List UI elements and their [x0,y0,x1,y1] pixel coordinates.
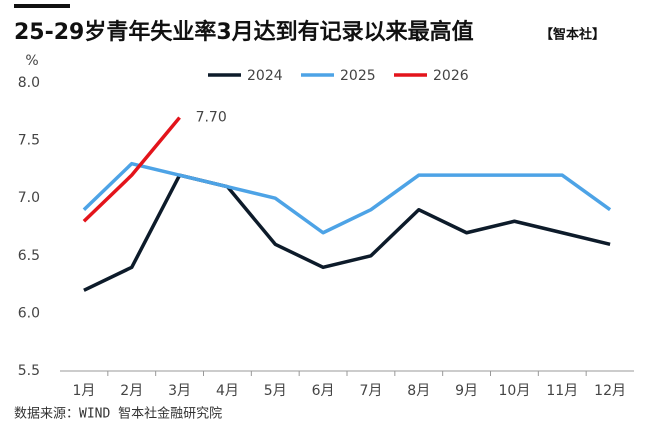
legend-label: 2024 [247,68,283,84]
x-tick-label: 10月 [499,383,531,399]
y-tick-label: 8.0 [18,75,40,91]
series-line [82,116,181,223]
y-tick-label: 6.0 [18,305,40,321]
y-tick-label: 7.5 [18,133,40,149]
data-label: 7.70 [196,110,227,126]
legend-label: 2026 [433,68,469,84]
legend-label: 2025 [340,68,376,84]
y-tick-label: 6.5 [18,248,40,264]
x-tick-label: 6月 [312,383,335,399]
y-axis-label: % [25,53,38,69]
accent-bar [14,4,70,8]
y-tick-label: 7.0 [18,190,40,206]
x-tick-label: 9月 [455,383,478,399]
series-line [82,161,612,235]
chart-title: 25-29岁青年失业率3月达到有记录以来最高值 [14,19,474,45]
series-line [83,173,611,292]
x-tick-label: 4月 [216,383,239,399]
x-tick-label: 2月 [120,383,143,399]
x-tick-label: 5月 [264,383,287,399]
x-tick-label: 7月 [359,383,382,399]
x-tick-label: 1月 [72,383,95,399]
x-tick-label: 11月 [546,383,578,399]
y-tick-label: 5.5 [18,363,40,379]
chart-subtitle: 【智本社】 [540,27,605,43]
x-tick-label: 12月 [594,383,626,399]
x-tick-label: 3月 [168,383,191,399]
x-tick-label: 8月 [407,383,430,399]
source: 数据来源：WIND 智本社金融研究院 [14,406,222,422]
